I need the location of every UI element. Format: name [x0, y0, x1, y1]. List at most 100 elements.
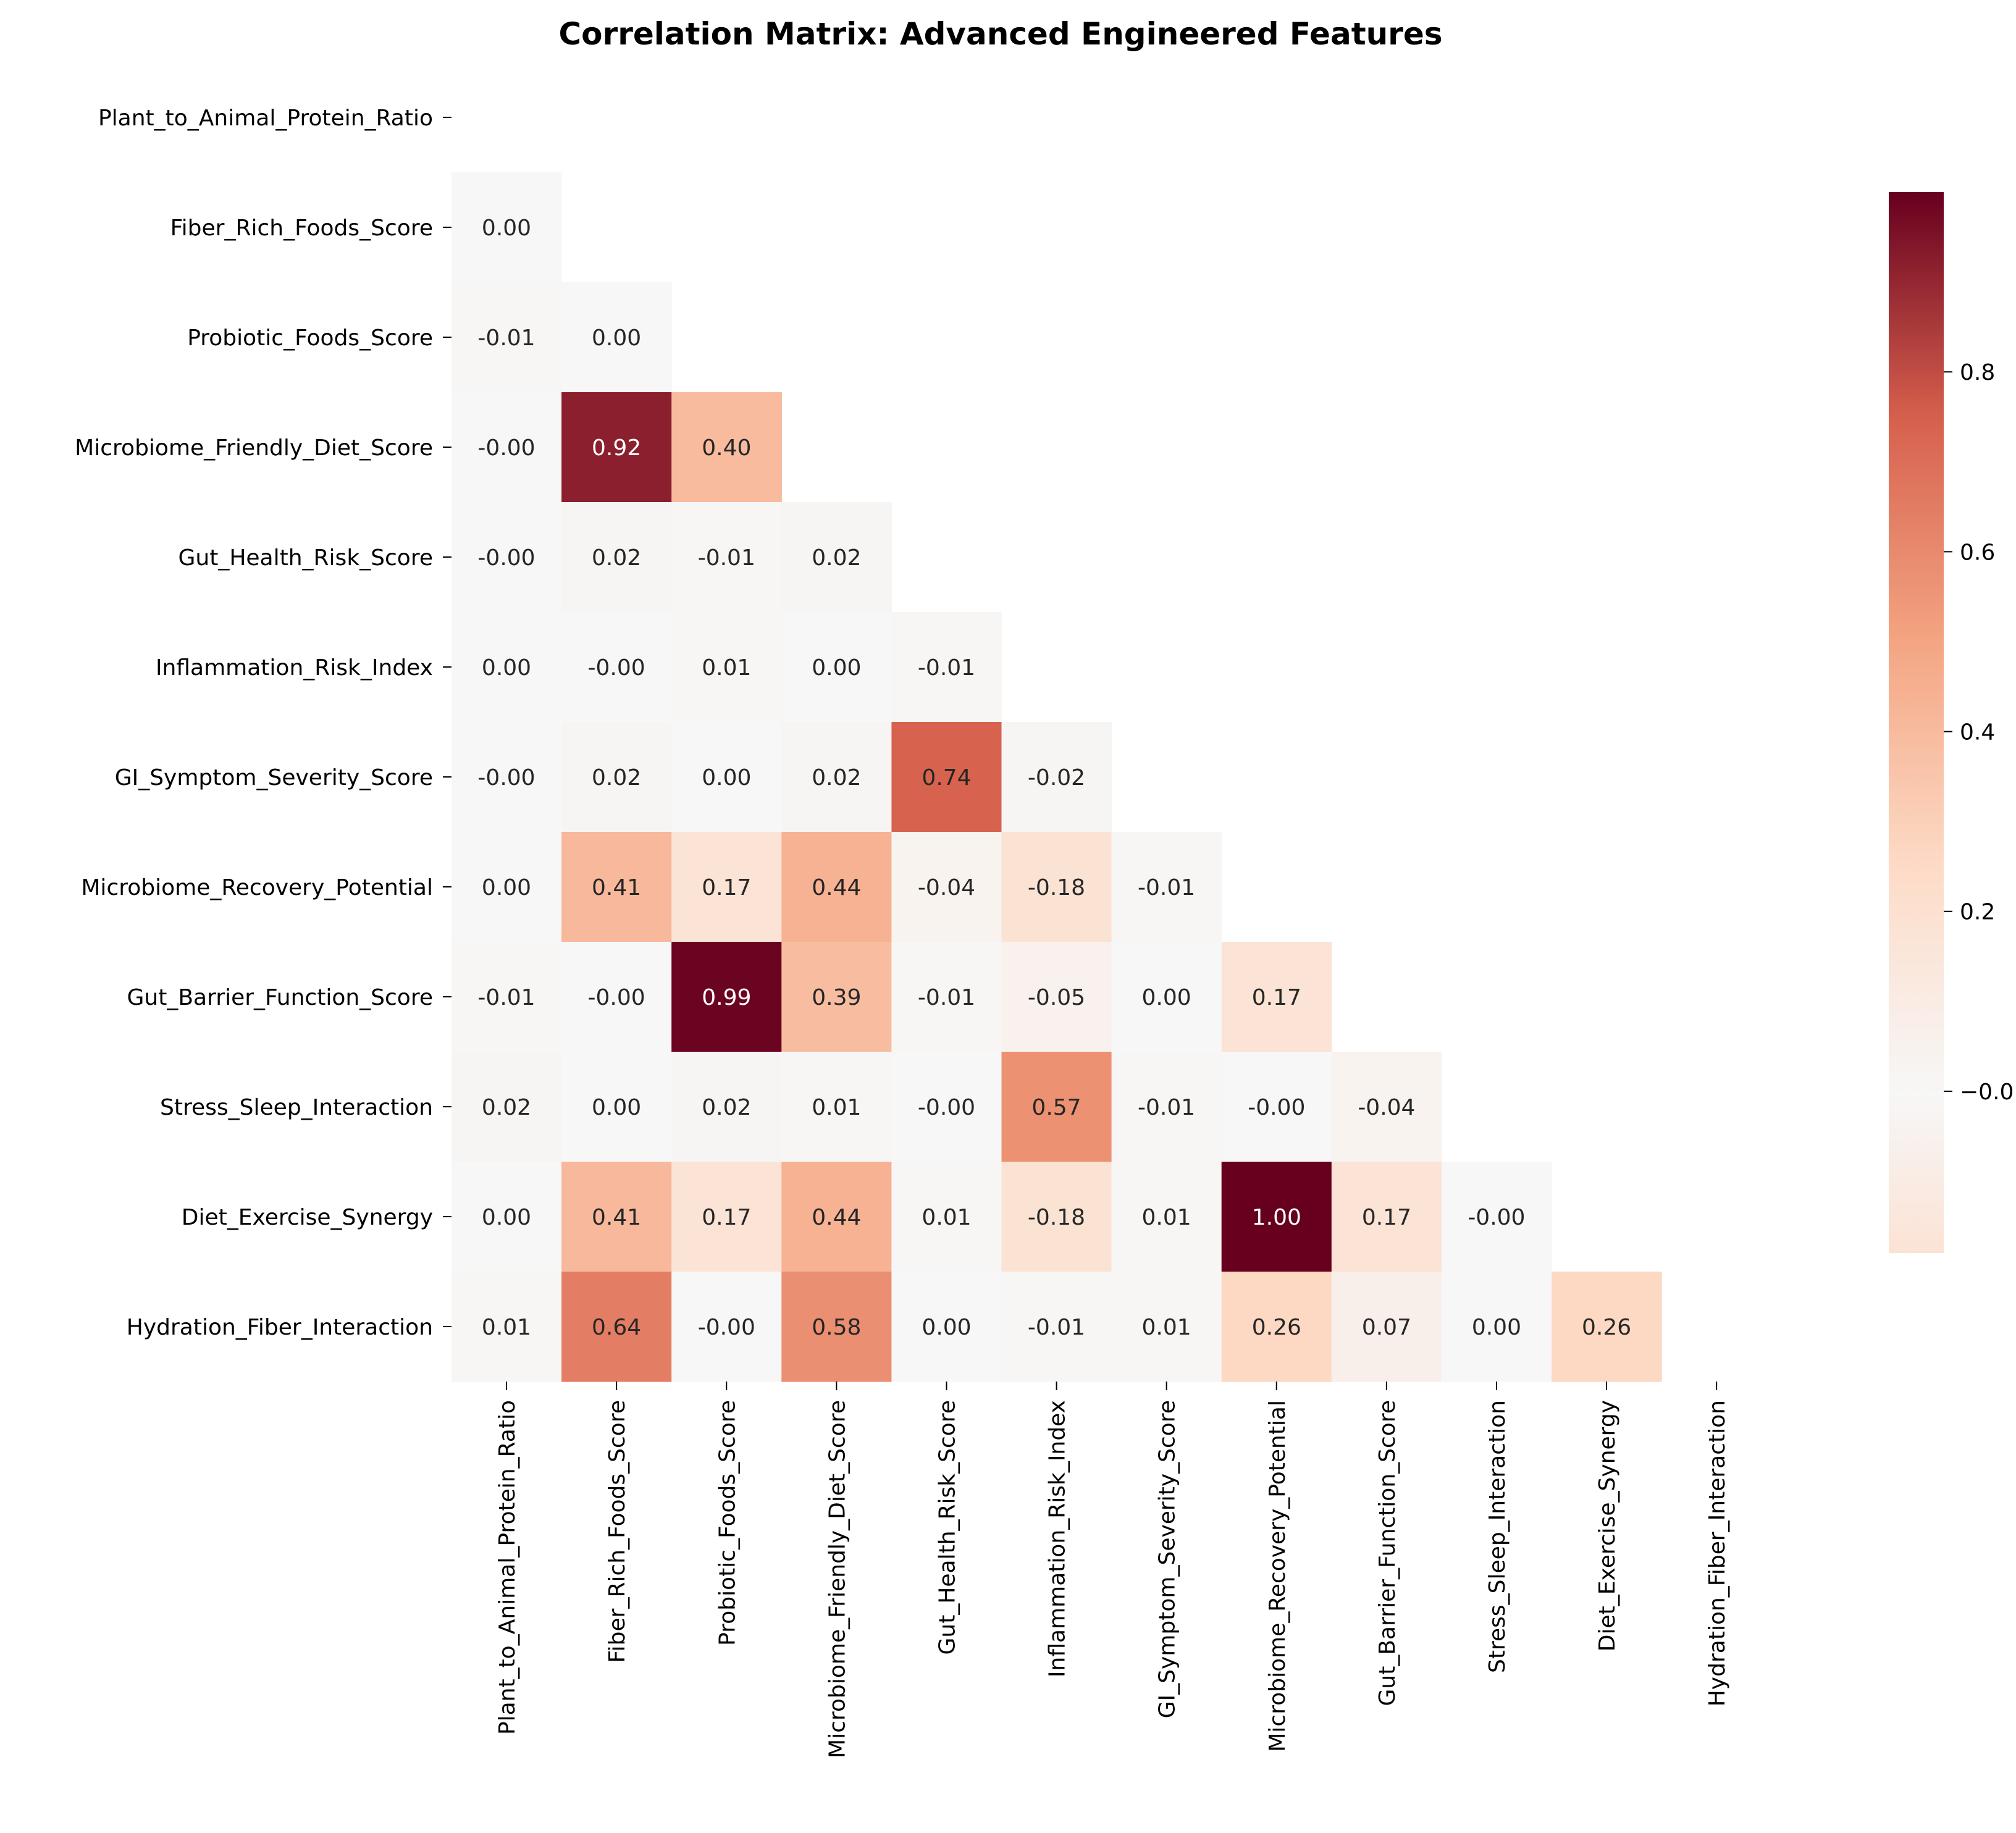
heatmap-cell-r2-c0	[452, 282, 562, 393]
colorbar-tick-label-0: −0.0	[1960, 1080, 2014, 1105]
heatmap-cell-r8-c7	[1221, 942, 1332, 1052]
heatmap-cell-r10-c5	[1001, 1162, 1112, 1272]
cell-value-label-r10-c5: -0.18	[1028, 1205, 1085, 1230]
cell-value-label-r7-c6: -0.01	[1138, 875, 1195, 900]
cell-value-label-r11-c9: 0.00	[1472, 1315, 1521, 1340]
cell-value-label-r9-c2: 0.02	[702, 1095, 751, 1120]
cell-value-label-r3-c0: -0.00	[477, 435, 535, 461]
heatmap-cell-r8-c3	[781, 942, 892, 1052]
cell-value-label-r5-c0: 0.00	[482, 655, 531, 681]
heatmap-cell-r10-c0	[452, 1162, 562, 1272]
heatmap-cell-r9-c3	[781, 1052, 892, 1162]
heatmap-cell-r8-c0	[452, 942, 562, 1052]
heatmap-cell-r11-c1	[561, 1272, 672, 1382]
colorbar-tick-label-3: 0.6	[1960, 540, 1995, 565]
x-tick-label-1: Fiber_Rich_Foods_Score	[605, 1400, 630, 1663]
heatmap-cell-r11-c8	[1331, 1272, 1442, 1382]
x-tick-label-6: GI_Symptom_Severity_Score	[1155, 1400, 1180, 1718]
cell-value-label-r7-c3: 0.44	[812, 875, 861, 900]
heatmap-cells	[452, 172, 1662, 1382]
heatmap-cell-r9-c6	[1111, 1052, 1222, 1162]
cell-value-label-r7-c4: -0.04	[918, 875, 975, 900]
y-tick-label-5: Inflammation_Risk_Index	[156, 655, 433, 681]
cell-value-label-r8-c6: 0.00	[1142, 985, 1191, 1010]
cell-value-label-r7-c1: 0.41	[592, 875, 641, 900]
heatmap-cell-r3-c2	[671, 392, 782, 503]
cell-value-label-r5-c4: -0.01	[918, 655, 975, 681]
heatmap-cell-r2-c1	[561, 282, 672, 393]
cell-value-label-r5-c1: -0.00	[588, 655, 645, 681]
y-tick-label-0: Plant_to_Animal_Protein_Ratio	[98, 106, 433, 131]
heatmap-cell-r7-c4	[891, 832, 1002, 942]
cell-value-label-r11-c3: 0.58	[812, 1315, 861, 1340]
x-tick-label-11: Hydration_Fiber_Interaction	[1705, 1400, 1730, 1706]
cell-value-label-r3-c2: 0.40	[702, 435, 751, 461]
cell-value-label-r8-c1: -0.00	[588, 985, 645, 1010]
heatmap-cell-r9-c2	[671, 1052, 782, 1162]
cell-value-label-r11-c0: 0.01	[482, 1315, 531, 1340]
x-tick-label-8: Gut_Barrier_Function_Score	[1375, 1400, 1400, 1706]
cell-value-label-r11-c10: 0.26	[1582, 1315, 1631, 1340]
y-axis: Plant_to_Animal_Protein_Ratio Fiber_Rich_…	[75, 106, 452, 1340]
heatmap-cell-r11-c10	[1552, 1272, 1662, 1382]
cell-value-label-r11-c5: -0.01	[1028, 1315, 1085, 1340]
cell-value-label-r11-c8: 0.07	[1362, 1315, 1411, 1340]
heatmap-cell-r5-c0	[452, 612, 562, 723]
cell-value-label-r11-c2: -0.00	[698, 1315, 755, 1340]
x-tick-label-9: Stress_Sleep_Interaction	[1485, 1400, 1510, 1673]
heatmap-cell-r11-c7	[1221, 1272, 1332, 1382]
heatmap-cell-r11-c4	[891, 1272, 1002, 1382]
cell-value-label-r9-c1: 0.00	[592, 1095, 641, 1120]
cell-value-label-r6-c1: 0.02	[592, 765, 641, 791]
heatmap-cell-r8-c6	[1111, 942, 1222, 1052]
y-tick-label-11: Hydration_Fiber_Interaction	[127, 1315, 433, 1340]
y-tick-label-2: Probiotic_Foods_Score	[187, 325, 433, 351]
heatmap-cell-r9-c0	[452, 1052, 562, 1162]
heatmap-cell-r8-c1	[561, 942, 672, 1052]
cell-value-label-r7-c2: 0.17	[702, 875, 751, 900]
heatmap-cell-r10-c2	[671, 1162, 782, 1272]
cell-value-label-r10-c7: 1.00	[1252, 1205, 1301, 1230]
heatmap-annotations: 0.00 -0.01 0.00 -0.00 0.92 0.40 -0.00 0.02 -0.01…	[477, 216, 1631, 1340]
heatmap-cell-r5-c1	[561, 612, 672, 723]
heatmap-cell-r1-c0	[452, 172, 562, 283]
heatmap-cell-r11-c3	[781, 1272, 892, 1382]
cell-value-label-r9-c0: 0.02	[482, 1095, 531, 1120]
cell-value-label-r9-c5: 0.57	[1031, 1095, 1081, 1120]
cell-value-label-r9-c7: -0.00	[1248, 1095, 1305, 1120]
heatmap-cell-r5-c2	[671, 612, 782, 723]
cell-value-label-r8-c3: 0.39	[812, 985, 861, 1010]
y-tick-label-8: Gut_Barrier_Function_Score	[127, 985, 433, 1010]
heatmap-cell-r10-c4	[891, 1162, 1002, 1272]
cell-value-label-r6-c2: 0.00	[702, 765, 751, 791]
heatmap-cell-r8-c4	[891, 942, 1002, 1052]
cell-value-label-r6-c4: 0.74	[922, 765, 971, 791]
y-tick-label-4: Gut_Health_Risk_Score	[178, 545, 434, 571]
heatmap-cell-r7-c0	[452, 832, 562, 942]
cell-value-label-r4-c2: -0.01	[698, 545, 755, 571]
cell-value-label-r11-c4: 0.00	[922, 1315, 971, 1340]
heatmap-cell-r6-c4	[891, 722, 1002, 833]
heatmap-cell-r11-c2	[671, 1272, 782, 1382]
heatmap-cell-r10-c8	[1331, 1162, 1442, 1272]
cell-value-label-r10-c9: -0.00	[1468, 1205, 1525, 1230]
cell-value-label-r8-c5: -0.05	[1028, 985, 1085, 1010]
heatmap-cell-r10-c6	[1111, 1162, 1222, 1272]
cell-value-label-r6-c5: -0.02	[1028, 765, 1085, 791]
cell-value-label-r2-c1: 0.00	[592, 325, 641, 351]
cell-value-label-r11-c7: 0.26	[1252, 1315, 1301, 1340]
cell-value-label-r9-c4: -0.00	[918, 1095, 975, 1120]
heatmap-cell-r4-c3	[781, 502, 892, 613]
heatmap-cell-r6-c0	[452, 722, 562, 833]
y-tick-label-10: Diet_Exercise_Synergy	[182, 1205, 433, 1230]
cell-value-label-r11-c1: 0.64	[592, 1315, 641, 1340]
cell-value-label-r8-c2: 0.99	[702, 985, 751, 1010]
y-tick-label-6: GI_Symptom_Severity_Score	[115, 765, 433, 791]
heatmap-cell-r9-c1	[561, 1052, 672, 1162]
cell-value-label-r10-c8: 0.17	[1362, 1205, 1411, 1230]
colorbar-tick-label-2: 0.4	[1960, 720, 1995, 745]
heatmap-cell-r11-c5	[1001, 1272, 1112, 1382]
heatmap-cell-r4-c0	[452, 502, 562, 613]
heatmap-cell-r11-c6	[1111, 1272, 1222, 1382]
